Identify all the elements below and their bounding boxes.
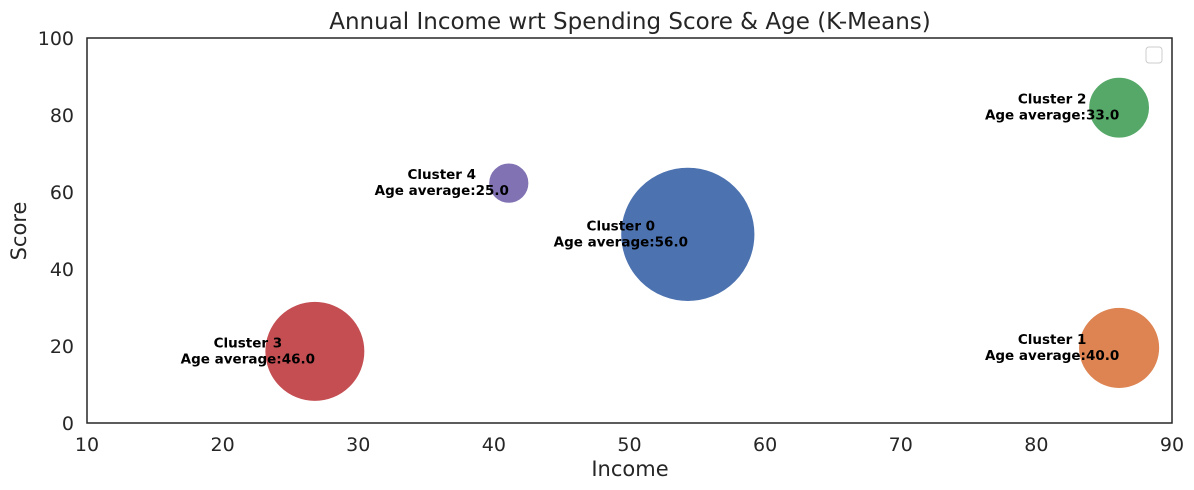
y-tick-label: 100 <box>38 28 74 50</box>
y-tick-label: 40 <box>50 259 74 281</box>
cluster-bubble <box>488 162 530 204</box>
y-axis-ticks: 0 20 40 60 80 100 <box>38 28 74 435</box>
cluster-name-label: Cluster 4 <box>408 167 477 183</box>
x-tick-label: 80 <box>1024 434 1048 456</box>
x-tick-label: 50 <box>617 434 641 456</box>
x-axis-ticks: 10 20 30 40 50 60 70 80 90 <box>75 434 1184 456</box>
plot-frame <box>86 37 1173 424</box>
y-tick-label: 80 <box>50 105 74 127</box>
cluster-annotation: Cluster 3 Age average:46.0 <box>181 335 315 367</box>
cluster-name-label: Cluster 3 <box>214 335 283 351</box>
cluster-age-label: Age average:46.0 <box>181 351 315 367</box>
cluster-annotation: Cluster 1 Age average:40.0 <box>985 332 1119 364</box>
cluster-age-label: Age average:56.0 <box>554 234 688 250</box>
cluster-name-label: Cluster 1 <box>1018 332 1087 348</box>
legend-box <box>1145 46 1163 64</box>
x-tick-label: 20 <box>211 434 235 456</box>
cluster-bubble <box>620 166 756 302</box>
cluster-annotation: Cluster 0 Age average:56.0 <box>554 218 688 250</box>
x-tick-label: 30 <box>346 434 370 456</box>
x-tick-label: 90 <box>1160 434 1184 456</box>
x-tick-label: 60 <box>753 434 777 456</box>
bubbles-layer <box>264 76 1160 402</box>
y-axis-label: Score <box>7 202 31 261</box>
x-tick-label: 70 <box>889 434 913 456</box>
x-axis-label: Income <box>591 457 668 481</box>
cluster-age-label: Age average:40.0 <box>985 348 1119 364</box>
y-tick-label: 60 <box>50 182 74 204</box>
cluster-annotation: Cluster 4 Age average:25.0 <box>375 167 509 199</box>
cluster-annotation: Cluster 2 Age average:33.0 <box>985 92 1119 124</box>
x-tick-label: 10 <box>75 434 99 456</box>
y-tick-label: 0 <box>62 413 74 435</box>
cluster-age-label: Age average:25.0 <box>375 183 509 199</box>
cluster-name-label: Cluster 2 <box>1018 92 1087 108</box>
cluster-age-label: Age average:33.0 <box>985 108 1119 124</box>
cluster-name-label: Cluster 0 <box>587 218 656 234</box>
x-tick-label: 40 <box>482 434 506 456</box>
cluster-bubble <box>1078 307 1160 389</box>
cluster-bubble <box>1088 76 1150 139</box>
chart-title: Annual Income wrt Spending Score & Age (… <box>329 9 931 35</box>
cluster-bubble <box>264 301 366 402</box>
y-tick-label: 20 <box>50 336 74 358</box>
